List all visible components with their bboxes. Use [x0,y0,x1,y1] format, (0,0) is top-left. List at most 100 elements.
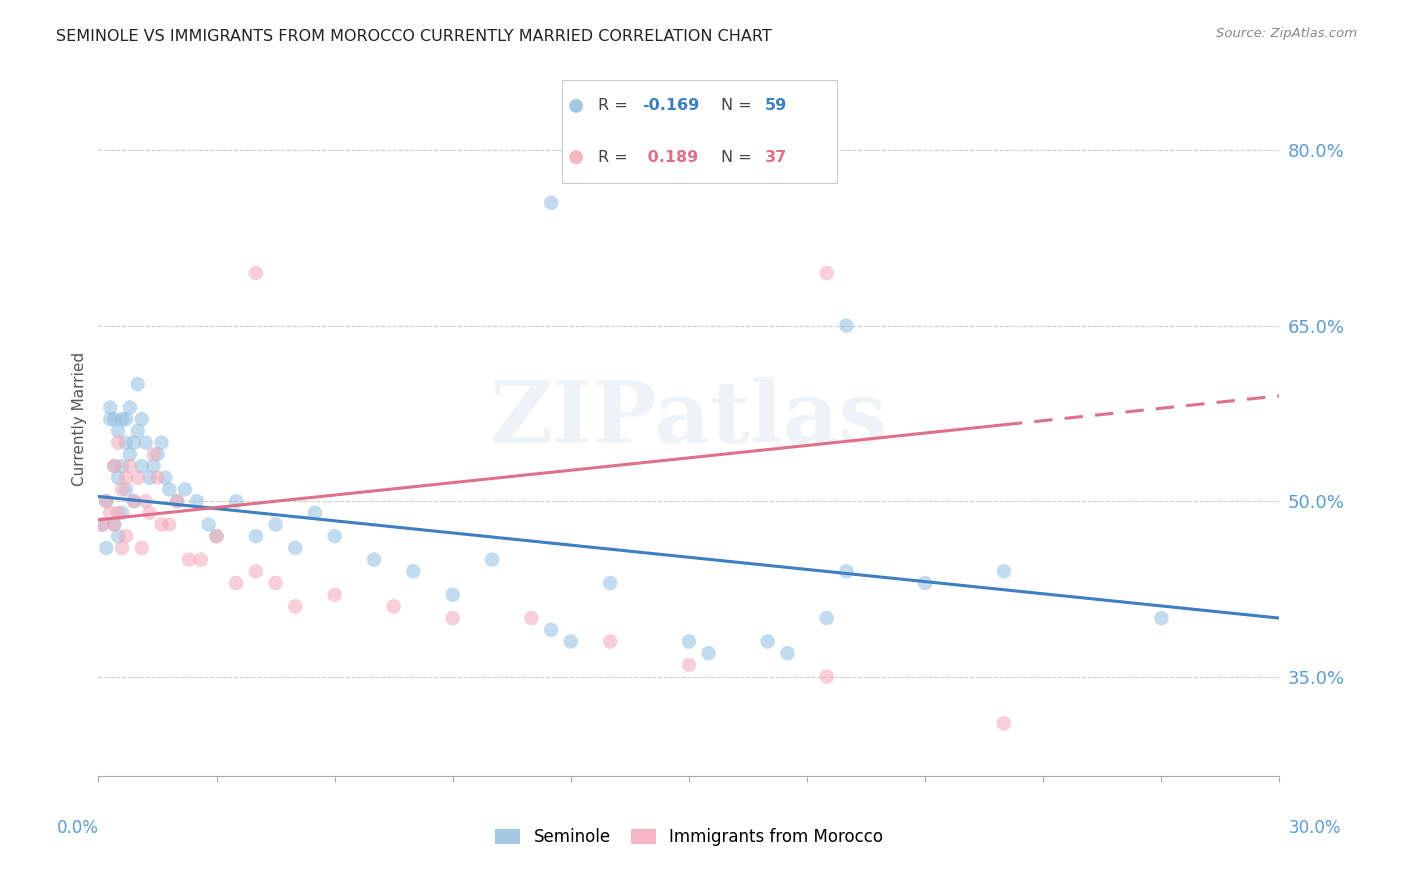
Point [776,646,799,660]
Point [560,634,582,648]
Point [174,483,197,497]
Point [225,494,247,508]
Point [481,552,503,566]
Text: N =: N = [721,150,758,165]
Point [131,541,153,555]
Point [115,471,138,485]
Point [155,471,177,485]
Point [138,506,160,520]
Point [756,634,779,648]
Point [96,541,118,555]
Point [835,564,858,578]
Point [264,517,287,532]
Point [146,471,169,485]
Point [177,552,200,566]
Point [323,529,346,543]
Point [127,377,149,392]
Point [166,494,188,508]
Point [135,435,157,450]
Point [599,634,621,648]
Point [697,646,720,660]
Point [115,529,138,543]
Point [98,401,121,415]
Point [815,266,838,280]
Point [118,458,141,473]
Point [914,576,936,591]
Point [107,529,129,543]
Point [540,195,562,210]
Point [115,483,138,497]
Point [115,435,138,450]
Point [993,564,1015,578]
Point [107,506,129,520]
Point [91,517,114,532]
Point [540,623,562,637]
Point [245,266,267,280]
Point [264,576,287,591]
Point [122,435,145,450]
Point [197,517,219,532]
Point [150,517,173,532]
Point [122,494,145,508]
Point [1150,611,1173,625]
Text: 59: 59 [765,98,787,113]
Text: Source: ZipAtlas.com: Source: ZipAtlas.com [1216,27,1357,40]
Point [441,611,464,625]
Text: N =: N = [721,98,758,113]
Point [122,494,145,508]
Point [111,458,134,473]
Legend: Seminole, Immigrants from Morocco: Seminole, Immigrants from Morocco [495,828,883,847]
Point [205,529,228,543]
Text: R =: R = [598,98,633,113]
Point [138,471,160,485]
Point [323,588,346,602]
Point [245,529,267,543]
Text: 30.0%: 30.0% [1288,819,1341,837]
Point [205,529,228,543]
Point [993,716,1015,731]
Text: ZIPatlas: ZIPatlas [489,377,889,461]
Point [382,599,405,614]
Point [146,447,169,461]
Point [107,424,129,438]
Point [402,564,425,578]
Point [166,494,188,508]
Point [98,506,121,520]
Point [103,517,125,532]
Point [131,458,153,473]
Text: SEMINOLE VS IMMIGRANTS FROM MOROCCO CURRENTLY MARRIED CORRELATION CHART: SEMINOLE VS IMMIGRANTS FROM MOROCCO CURR… [56,29,772,44]
Point [520,611,543,625]
Point [363,552,385,566]
Point [835,318,858,333]
Point [111,506,134,520]
Point [107,435,129,450]
Point [815,611,838,625]
Text: 0.0%: 0.0% [56,819,98,837]
Point [107,471,129,485]
Point [815,670,838,684]
Point [96,494,118,508]
Point [284,541,307,555]
Y-axis label: Currently Married: Currently Married [72,352,87,486]
Point [127,471,149,485]
Point [96,494,118,508]
Point [678,634,700,648]
Point [225,576,247,591]
Point [678,657,700,672]
Text: 0.189: 0.189 [643,150,699,165]
Point [127,424,149,438]
Point [304,506,326,520]
Point [103,412,125,426]
Point [150,435,173,450]
Point [190,552,212,566]
Point [142,447,165,461]
Point [111,483,134,497]
Point [103,458,125,473]
Text: 37: 37 [765,150,787,165]
Point [186,494,208,508]
Point [98,412,121,426]
Point [599,576,621,591]
Point [111,541,134,555]
Point [284,599,307,614]
Text: R =: R = [598,150,633,165]
